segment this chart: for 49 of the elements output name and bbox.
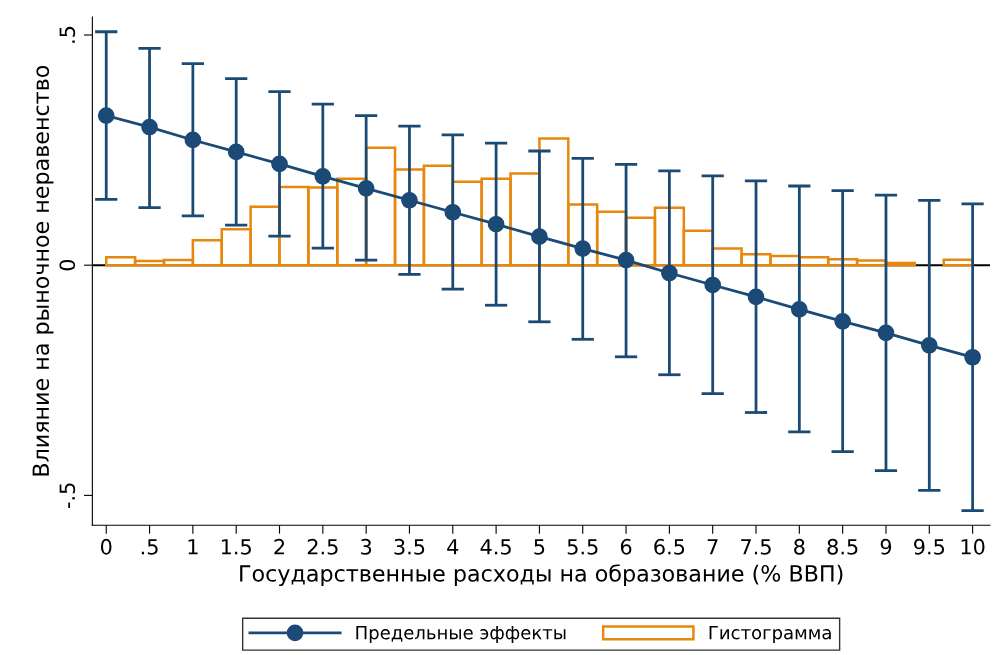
- point: [401, 191, 418, 209]
- point: [834, 313, 851, 330]
- x-tick-label: 6: [620, 538, 632, 555]
- x-tick-label: 8.5: [827, 538, 858, 555]
- point: [227, 143, 245, 161]
- x-tick-label: 5: [534, 539, 545, 555]
- x-tick-label: 1: [188, 539, 198, 555]
- point: [920, 336, 938, 354]
- x-tick-label: 3.5: [394, 538, 425, 555]
- x-tick-label: 5.5: [567, 539, 598, 555]
- x-tick-label: 8: [794, 538, 805, 555]
- point: [747, 288, 765, 306]
- x-tick-label: .5: [141, 539, 158, 555]
- point: [574, 240, 592, 257]
- x-tick-label: 4.5: [480, 539, 511, 555]
- x-tick-label: 0: [100, 538, 112, 555]
- legend-label: Предельные эффекты: [356, 625, 566, 643]
- point: [661, 264, 678, 282]
- x-tick-label: 9.5: [914, 538, 945, 555]
- point: [271, 155, 288, 173]
- x-tick-label: 9: [880, 538, 892, 555]
- x-tick-label: 2.5: [307, 538, 338, 555]
- point: [357, 179, 375, 197]
- point: [141, 118, 158, 136]
- x-tick-label: 10: [961, 538, 985, 555]
- point: [791, 301, 808, 318]
- point: [487, 215, 505, 233]
- x-axis-title: Государственные расходы на образование (% ВВП): [240, 564, 843, 587]
- y-tick-label: -.5: [59, 483, 76, 509]
- y-axis-title: Влияние на рыночное неравенство: [32, 65, 54, 476]
- x-tick-label: 7.5: [741, 539, 771, 555]
- x-tick-label: 3: [361, 538, 372, 555]
- point: [314, 167, 332, 185]
- x-tick-label: 2: [274, 538, 285, 555]
- y-tick-label: .5: [59, 26, 76, 43]
- y-tick-label: 0: [59, 259, 76, 271]
- point: [97, 107, 115, 124]
- x-tick-label: 7: [707, 539, 718, 555]
- point: [877, 324, 895, 342]
- point: [444, 203, 462, 221]
- x-tick-label: 1.5: [221, 539, 251, 555]
- point: [184, 131, 202, 149]
- legend-label: Гистограмма: [709, 625, 831, 643]
- point: [704, 276, 722, 294]
- x-tick-label: 4: [447, 539, 459, 555]
- point: [617, 251, 635, 269]
- point: [531, 228, 548, 245]
- x-tick-label: 6.5: [654, 538, 685, 555]
- point: [964, 348, 981, 366]
